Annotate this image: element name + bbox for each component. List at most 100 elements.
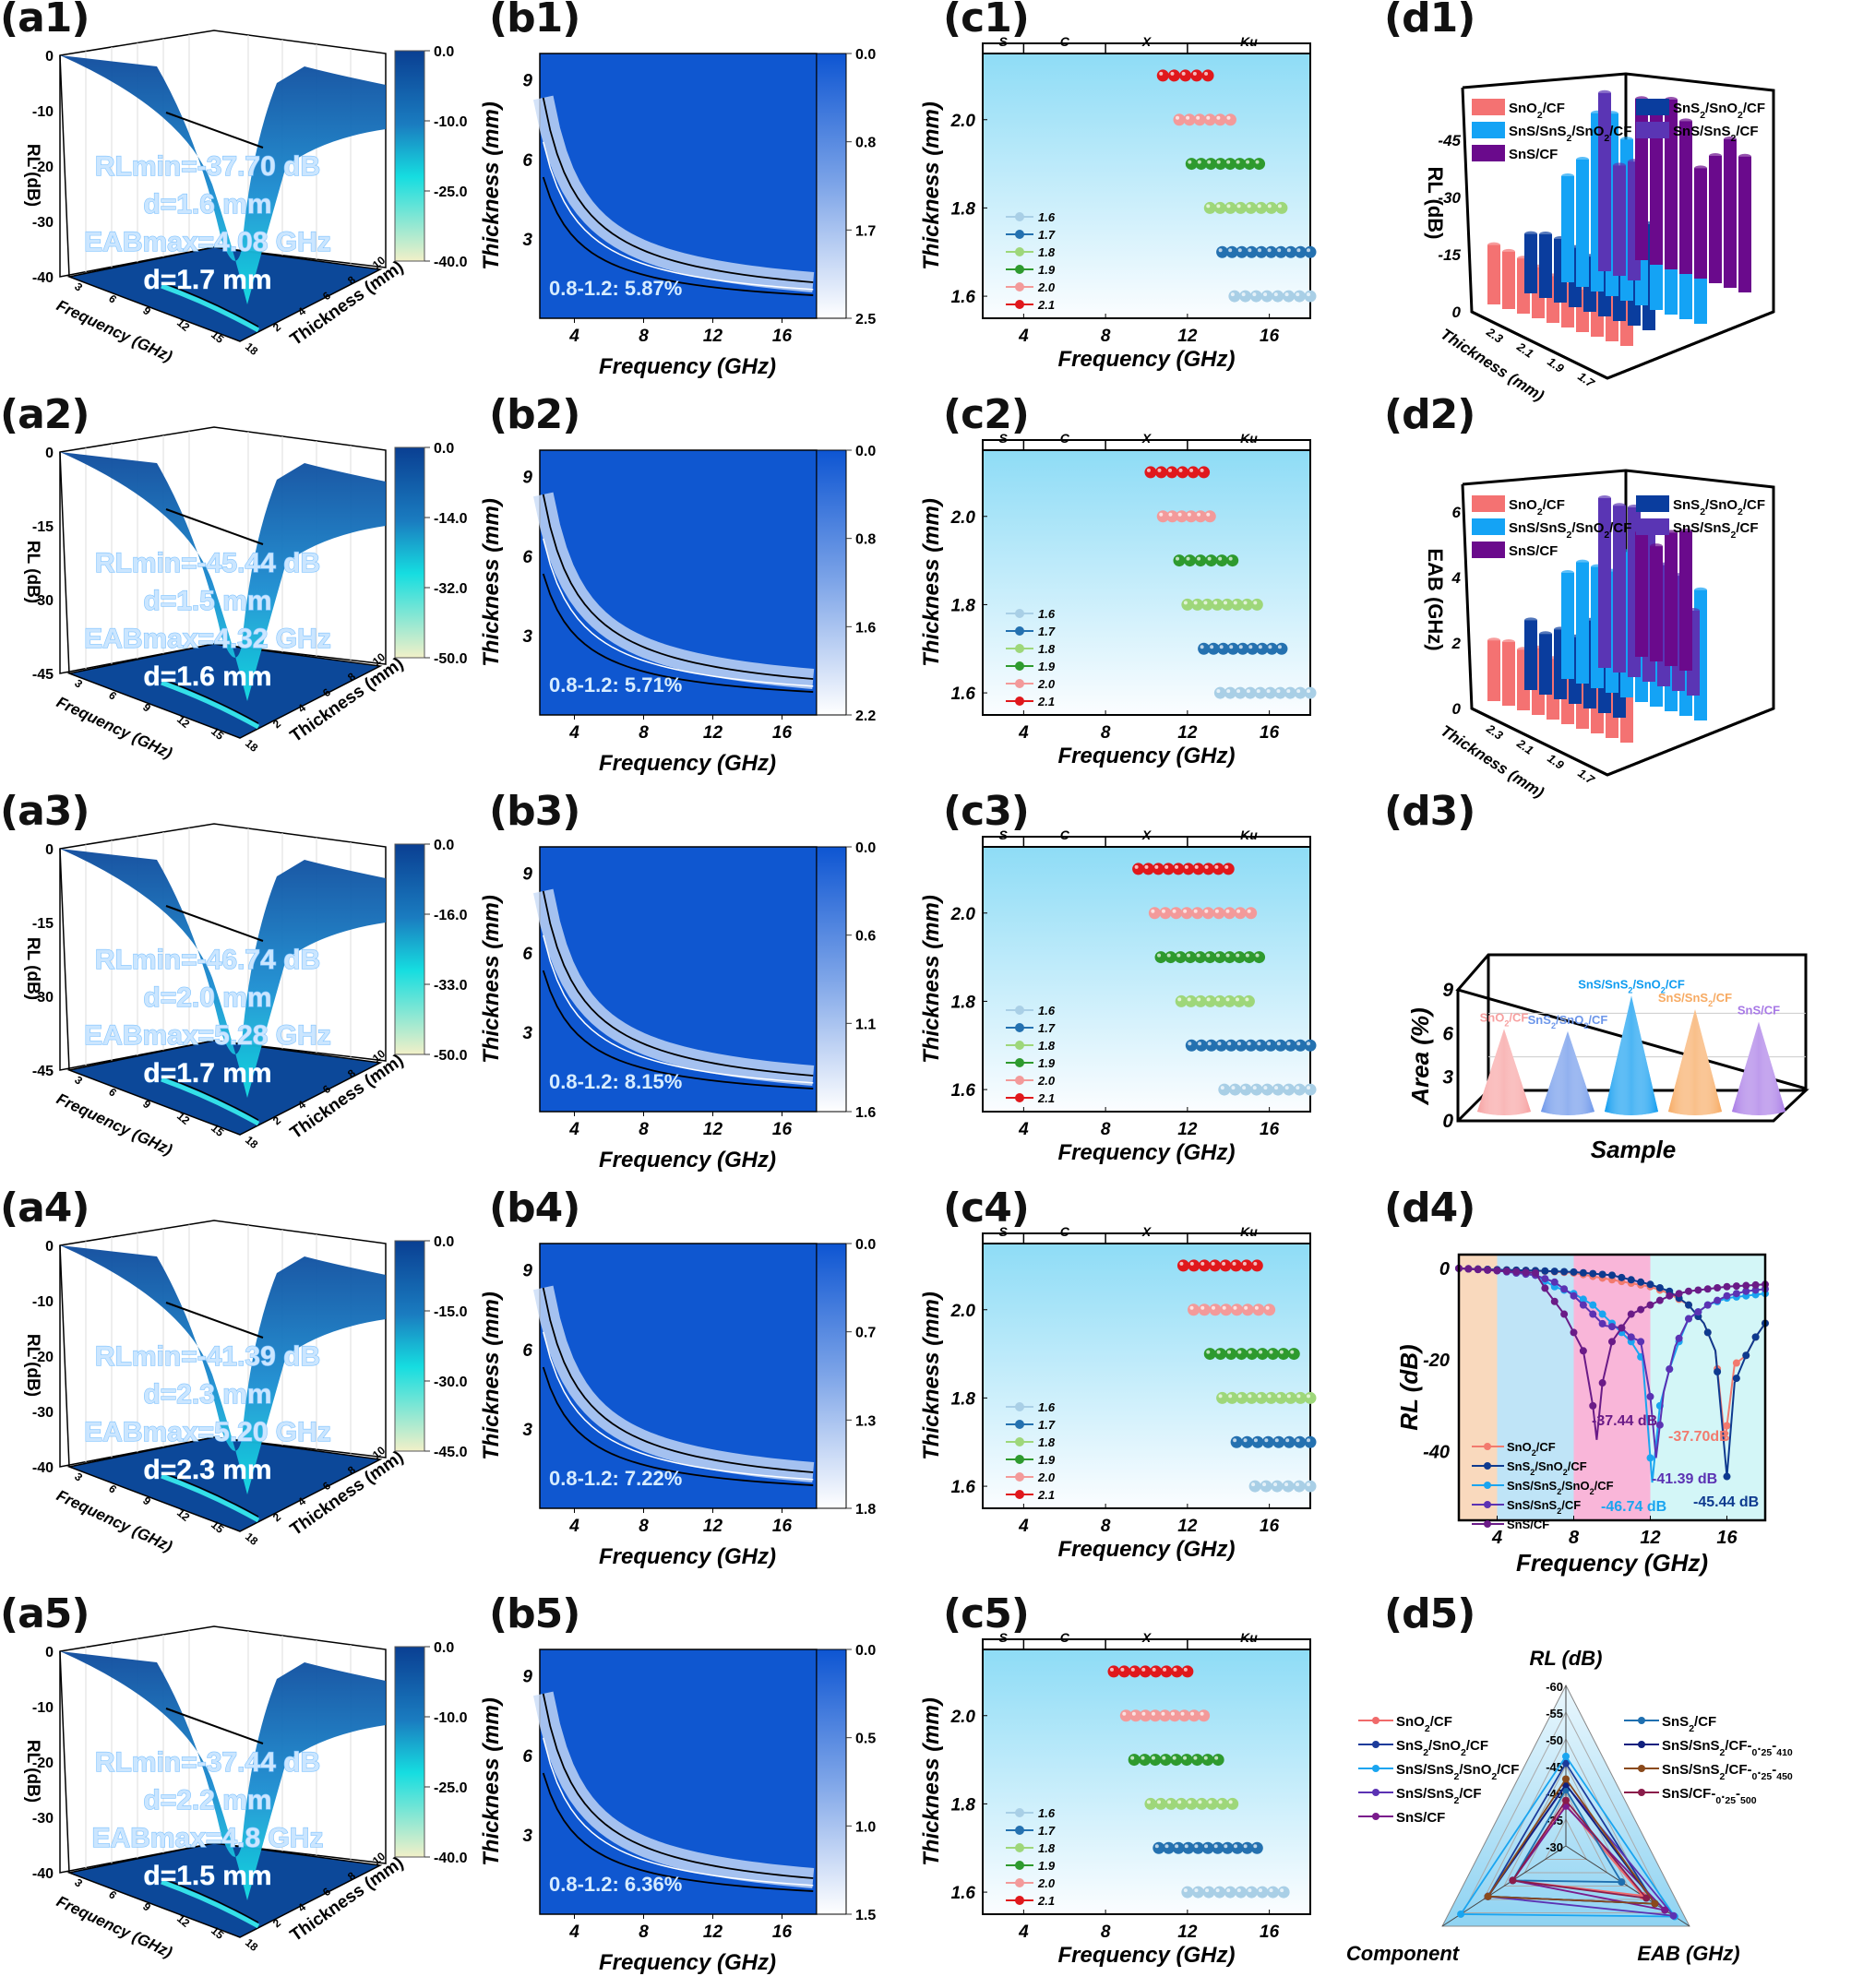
series-marker: [1714, 1284, 1722, 1292]
z-axis-title: RL (dB): [23, 144, 42, 207]
z-axis-title: RL (dB): [23, 1334, 42, 1397]
panel-label-a2: (a2): [0, 391, 90, 438]
eab-point: [1183, 113, 1196, 126]
eab-point-highlight: [1226, 160, 1231, 164]
eab-point-highlight: [1187, 512, 1191, 517]
eab-point-highlight: [1238, 645, 1243, 649]
series-marker: [1723, 1472, 1731, 1481]
eab-point: [1213, 113, 1226, 126]
legend-label: 1.7: [1038, 1418, 1056, 1432]
legend-marker: [1015, 247, 1024, 256]
radar-series: [1511, 1799, 1649, 1899]
eab-point-highlight: [1229, 645, 1234, 649]
eab-point: [1198, 466, 1211, 479]
eab-point-highlight: [1134, 864, 1139, 869]
band-name: C: [1060, 1224, 1070, 1239]
floor-contour: [161, 678, 259, 724]
series-marker: [1541, 1284, 1549, 1292]
colorbar-tick-label: 0.0: [434, 44, 454, 60]
legend-marker: [1015, 1490, 1024, 1499]
x-axis-title: Frequency (GHz): [1057, 1943, 1235, 1968]
eab-point-highlight: [1211, 1305, 1215, 1310]
eab-point-highlight: [1222, 1305, 1226, 1310]
z-tick-label: -20: [32, 160, 54, 175]
eab-point-highlight: [1236, 204, 1241, 208]
band-name: C: [1060, 34, 1070, 49]
z-tick-label: 0: [1452, 304, 1462, 321]
eab-point: [1230, 1435, 1243, 1448]
eab-point-highlight: [1256, 689, 1260, 694]
bar: [1487, 244, 1500, 304]
radar-grid: [1544, 1817, 1588, 1860]
eab-point-highlight: [1276, 689, 1281, 694]
series-marker: [1732, 1282, 1740, 1291]
bar: [1598, 92, 1611, 271]
panel-label-c3: (c3): [943, 788, 1030, 835]
series-marker: [1751, 1286, 1760, 1294]
eab-point-highlight: [1226, 1888, 1231, 1893]
legend-label: SnO2/CF: [1509, 101, 1565, 121]
legend-marker: [1015, 1058, 1024, 1067]
rl-surface: [60, 849, 386, 1098]
min-annotation: -45.44 dB: [1693, 1494, 1759, 1510]
cone-shading: [1732, 1021, 1785, 1115]
bar-top: [1709, 153, 1722, 159]
legend-marker: [1015, 230, 1024, 239]
contour-upper: [542, 97, 814, 283]
label-part: /CF: [1609, 520, 1631, 536]
plot-frame: [1457, 1253, 1767, 1522]
eab-point-highlight: [1194, 1844, 1199, 1849]
label-part: SnS/SnS: [1396, 1786, 1454, 1802]
annotation-line: RLmin=-37.44 dB: [95, 1747, 320, 1778]
eab-point-highlight: [1203, 1756, 1208, 1760]
label-part: 2: [1720, 1747, 1726, 1758]
label-part: 1: [1782, 1747, 1787, 1758]
colorbar-tick-label: 0.8: [855, 532, 876, 548]
x-tick-label: 8: [1101, 327, 1111, 346]
series-marker: [1560, 1285, 1569, 1293]
legend-label: SnS/CF: [1396, 1810, 1445, 1826]
eab-point-highlight: [1237, 1394, 1242, 1399]
box-edge: [1471, 310, 1608, 380]
min-annotation: -46.74 dB: [1601, 1499, 1666, 1515]
eab-point-highlight: [1164, 864, 1169, 869]
eab-point-highlight: [1269, 1350, 1273, 1354]
eab-point-highlight: [1183, 909, 1188, 913]
eab-point: [1139, 1754, 1152, 1767]
label-part: SnS: [1662, 1714, 1689, 1730]
bar-top: [1561, 570, 1574, 576]
annotation-line: d=1.5 mm: [143, 1861, 271, 1891]
eab-point-highlight: [1184, 1844, 1188, 1849]
series-marker: [1550, 1278, 1559, 1286]
label-part: -: [1736, 1786, 1740, 1802]
eab-point-highlight: [1286, 1394, 1291, 1399]
legend-marker: [1015, 644, 1024, 653]
eab-point-highlight: [1181, 71, 1186, 76]
radar-point: [1562, 1796, 1570, 1804]
eab-point: [1246, 1348, 1259, 1361]
z-tick-label: -10: [32, 1700, 54, 1716]
cone-shading: [1541, 1030, 1594, 1115]
eab-point-highlight: [1226, 115, 1231, 120]
eab-point-highlight: [1183, 601, 1188, 605]
y-tick-label: 6: [522, 548, 532, 567]
radar-point: [1642, 1894, 1651, 1902]
eab-point-highlight: [1233, 1305, 1237, 1310]
y-tick-label: 1.6: [951, 684, 976, 704]
eab-point-highlight: [1236, 909, 1241, 913]
x-tick-label: 18: [243, 1936, 260, 1955]
series-marker: [1608, 1338, 1616, 1346]
contour-line: [165, 1708, 264, 1744]
colorbar-tick-label: -10.0: [434, 1710, 468, 1726]
eab-point-highlight: [1237, 248, 1242, 253]
colorbar-tick-label: -14.0: [434, 511, 468, 527]
plot-area: [982, 1243, 1311, 1509]
eab-point-highlight: [1186, 115, 1190, 120]
eab-point-highlight: [1296, 1438, 1300, 1443]
y-tick-label: 2.0: [950, 1302, 976, 1321]
x-tick-label: 8: [639, 1517, 649, 1536]
legend-swatch: [1472, 542, 1505, 558]
label-part: /CF: [1609, 124, 1631, 139]
